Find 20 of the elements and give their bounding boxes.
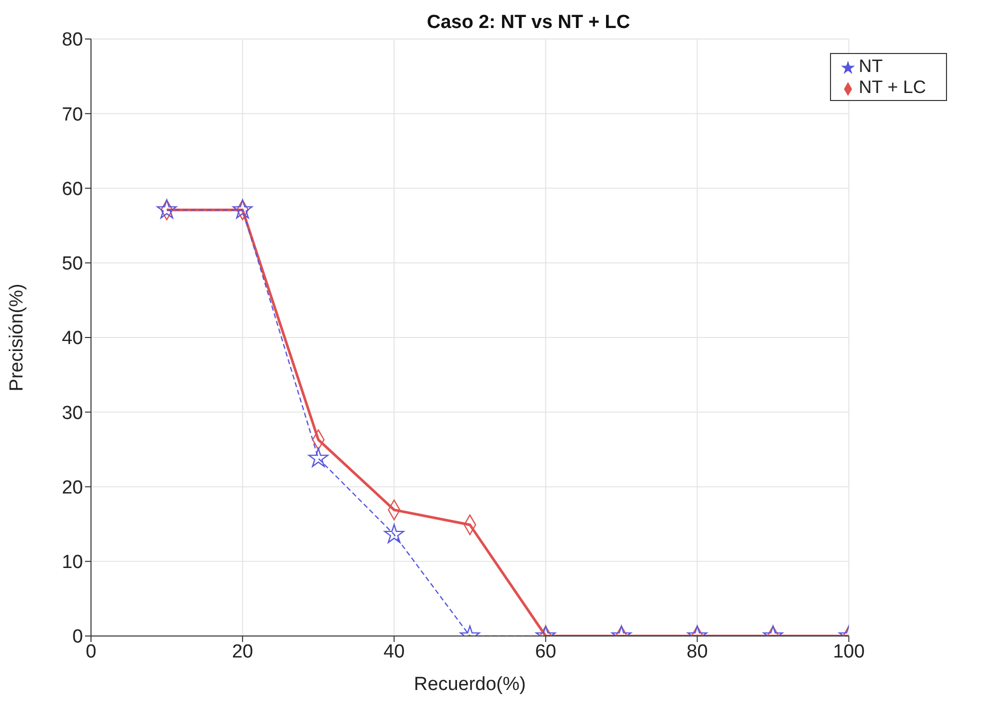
y-tick-label: 50 bbox=[62, 254, 83, 275]
x-tick-label: 0 bbox=[86, 641, 96, 662]
x-tick-label: 80 bbox=[686, 641, 708, 662]
y-tick-label: 0 bbox=[72, 626, 83, 648]
chart-title: Caso 2: NT vs NT + LC bbox=[426, 12, 632, 34]
legend-label: NT + LC bbox=[858, 77, 926, 97]
legend-label: NT bbox=[858, 56, 883, 76]
x-tick-label: 100 bbox=[832, 641, 865, 662]
y-tick-label: 30 bbox=[62, 402, 83, 424]
y-tick-label: 80 bbox=[62, 30, 83, 51]
y-axis-title: Precisión(%) bbox=[6, 284, 28, 392]
y-tick-label: 10 bbox=[62, 552, 83, 574]
y-tick-label: 70 bbox=[62, 104, 83, 126]
x-tick-label: 60 bbox=[535, 641, 556, 662]
y-tick-label: 60 bbox=[62, 178, 83, 200]
y-tick-label: 20 bbox=[62, 477, 83, 498]
x-axis-title: Recuerdo(%) bbox=[414, 674, 526, 695]
y-tick-label: 40 bbox=[62, 328, 83, 350]
x-tick-label: 40 bbox=[384, 641, 405, 662]
x-tick-label: 20 bbox=[232, 641, 254, 662]
